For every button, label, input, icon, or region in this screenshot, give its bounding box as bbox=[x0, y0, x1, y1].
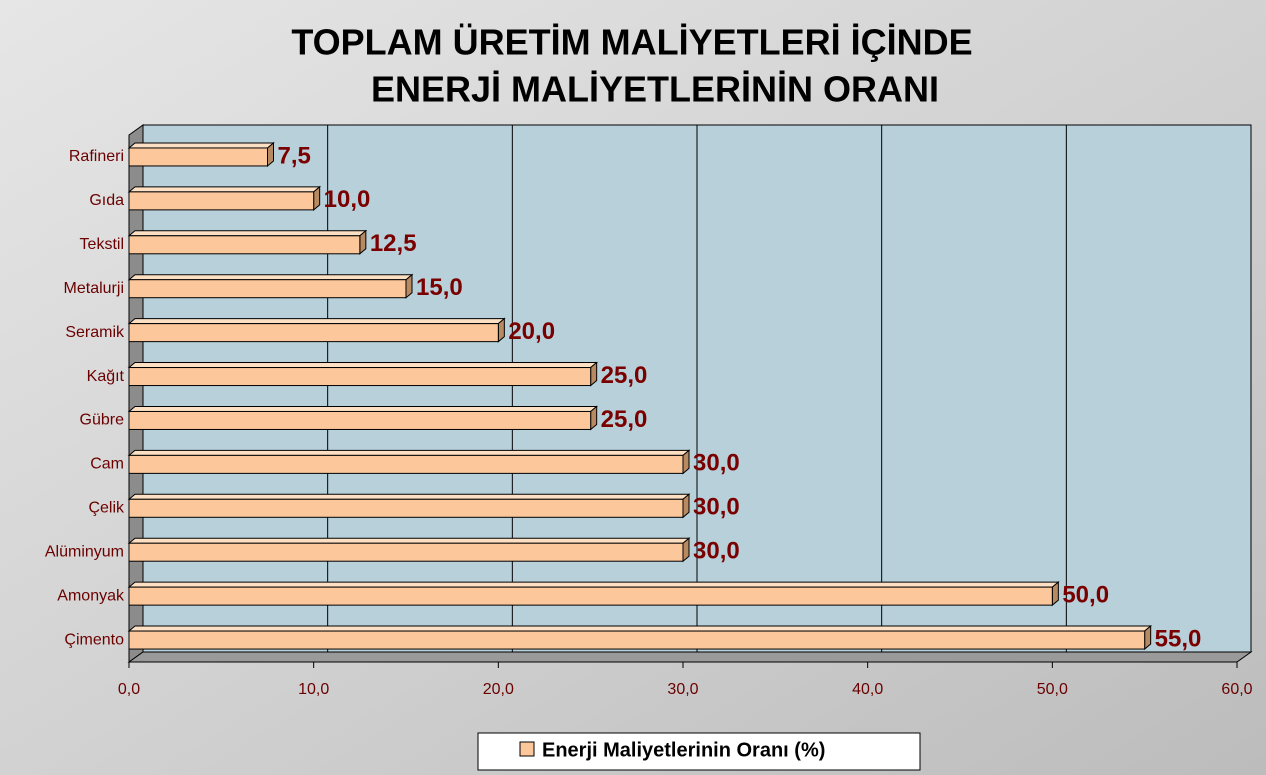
legend-box bbox=[477, 732, 921, 771]
bar bbox=[128, 235, 361, 255]
legend-swatch bbox=[519, 741, 535, 757]
y-tick-label: Seramik bbox=[65, 324, 125, 341]
x-tick-label: 50,0 bbox=[1037, 681, 1068, 698]
bar-top bbox=[127, 362, 599, 369]
value-label: 30,0 bbox=[693, 538, 740, 565]
chart-title: ENERJİ MALİYETLERİNİN ORANI bbox=[371, 69, 939, 110]
bar bbox=[128, 367, 592, 387]
bar bbox=[128, 454, 684, 474]
x-tick-label: 20,0 bbox=[483, 681, 514, 698]
bar-top bbox=[127, 230, 368, 237]
y-tick-label: Amonyak bbox=[57, 587, 125, 604]
y-tick-label: Çelik bbox=[88, 500, 125, 517]
bar-top bbox=[127, 625, 1153, 632]
y-tick-label: Çimento bbox=[64, 631, 124, 648]
value-label: 50,0 bbox=[1062, 581, 1109, 608]
bar bbox=[128, 323, 499, 343]
value-label: 15,0 bbox=[416, 274, 463, 301]
x-tick-label: 10,0 bbox=[298, 681, 329, 698]
bar-top bbox=[127, 405, 599, 412]
value-label: 7,5 bbox=[278, 142, 311, 169]
x-tick-label: 0,0 bbox=[118, 681, 140, 698]
y-tick-label: Kağıt bbox=[87, 368, 125, 385]
bar-top bbox=[127, 581, 1060, 588]
bar bbox=[128, 191, 315, 211]
x-tick-label: 40,0 bbox=[852, 681, 883, 698]
y-tick-label: Rafineri bbox=[69, 148, 124, 165]
y-tick-label: Gübre bbox=[80, 412, 125, 429]
y-tick-label: Cam bbox=[90, 456, 124, 473]
y-tick-label: Metalurji bbox=[64, 280, 124, 297]
chart-title: TOPLAM ÜRETİM MALİYETLERİ İÇİNDE bbox=[291, 22, 972, 63]
floor bbox=[127, 651, 1253, 663]
bar-top bbox=[127, 493, 691, 500]
bar-top bbox=[127, 318, 506, 325]
x-tick-label: 30,0 bbox=[667, 681, 698, 698]
y-tick-label: Tekstil bbox=[80, 236, 124, 253]
bar bbox=[128, 542, 684, 562]
value-label: 30,0 bbox=[693, 450, 740, 477]
bar bbox=[128, 498, 684, 518]
bar bbox=[128, 630, 1146, 650]
bar-top bbox=[127, 537, 691, 544]
bar bbox=[128, 147, 268, 167]
value-label: 55,0 bbox=[1155, 625, 1202, 652]
x-tick-label: 60,0 bbox=[1221, 681, 1252, 698]
y-tick-label: Gıda bbox=[89, 192, 124, 209]
value-label: 25,0 bbox=[601, 406, 648, 433]
bar bbox=[128, 586, 1053, 606]
bar bbox=[128, 279, 407, 299]
legend-label: Enerji Maliyetlerinin Oranı (%) bbox=[542, 739, 825, 761]
bar bbox=[128, 410, 592, 430]
y-tick-label: Alüminyum bbox=[45, 543, 124, 560]
bar-top bbox=[127, 186, 322, 193]
bar-top bbox=[127, 142, 275, 149]
bar-top bbox=[127, 274, 414, 281]
value-label: 30,0 bbox=[693, 494, 740, 521]
value-label: 20,0 bbox=[508, 318, 555, 345]
bar-top bbox=[127, 449, 691, 456]
value-label: 25,0 bbox=[601, 362, 648, 389]
value-label: 10,0 bbox=[324, 186, 371, 213]
value-label: 12,5 bbox=[370, 230, 417, 257]
